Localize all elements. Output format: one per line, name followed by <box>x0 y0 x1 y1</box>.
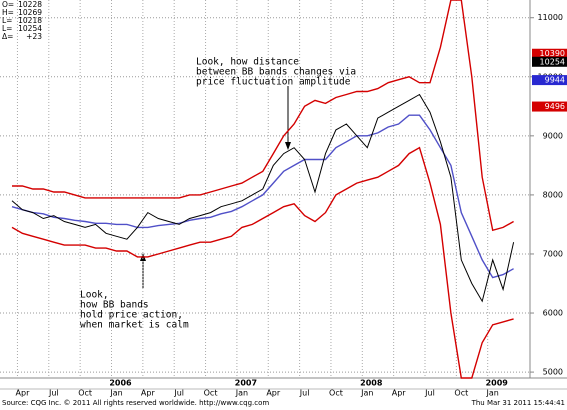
y-tick-label: 9000 <box>543 131 563 140</box>
x-tick-label: Oct <box>454 389 468 398</box>
annotation: hold price action, <box>80 310 183 321</box>
info-label: L= <box>2 24 12 33</box>
info-value: 10228 <box>18 0 42 9</box>
x-tick-label: Jul <box>173 389 184 398</box>
x-tick-label: Jul <box>48 389 59 398</box>
info-label: O= <box>2 0 14 9</box>
y-tick-label: 8000 <box>543 190 563 199</box>
x-tick-label: Jul <box>424 389 435 398</box>
info-value: 10269 <box>18 8 42 17</box>
source: Source: CQG Inc. © 2011 All rights reser… <box>2 399 269 407</box>
info-label: L= <box>2 16 12 25</box>
info-label: Δ= <box>2 32 13 41</box>
annotation: between BB bands changes via <box>196 67 356 78</box>
x-tick-label: Jan <box>486 389 499 398</box>
y-tick-label: 5000 <box>543 368 563 377</box>
year-label: 2009 <box>486 379 509 388</box>
x-tick-label: Apr <box>392 389 407 398</box>
annotation: price fluctuation amplitude <box>196 77 351 88</box>
y-tick-label: 7000 <box>543 249 563 258</box>
annotation: when market is calm <box>80 320 189 331</box>
info-value: 10254 <box>18 24 42 33</box>
last-value-box <box>532 56 567 67</box>
year-label: 2006 <box>109 379 132 388</box>
price-line <box>11 93 515 303</box>
annotation: Look, how distance <box>196 57 299 68</box>
info-value: +23 <box>26 32 42 41</box>
x-tick-label: Jan <box>109 389 122 398</box>
x-tick-label: Jan <box>235 389 248 398</box>
last-value-box <box>532 75 567 86</box>
info-label: H= <box>2 8 14 17</box>
last-value-label: 9496 <box>545 102 565 111</box>
arrow-head <box>285 142 291 150</box>
last-value-box <box>532 101 567 112</box>
y-tick-label: 11000 <box>538 13 563 22</box>
year-label: 2008 <box>360 379 383 388</box>
year-label: 2007 <box>235 379 257 388</box>
x-tick-label: Apr <box>266 389 281 398</box>
info-value: 10218 <box>18 16 42 25</box>
x-tick-label: Apr <box>16 389 31 398</box>
last-value-label: 10254 <box>540 57 565 66</box>
x-tick-label: Oct <box>329 389 343 398</box>
last-value-box <box>532 48 567 59</box>
timestamp: Thu Mar 31 2011 15:44:41 <box>471 399 565 407</box>
x-tick-label: Oct <box>78 389 92 398</box>
x-tick-label: Oct <box>204 389 218 398</box>
band-line <box>12 0 514 232</box>
annotation: how BB bands <box>80 300 149 311</box>
x-tick-label: Jul <box>299 389 310 398</box>
x-tick-label: Jan <box>360 389 373 398</box>
last-value-label: 9944 <box>545 76 565 85</box>
band-line <box>11 114 514 279</box>
band-line <box>11 146 514 379</box>
y-tick-label: 6000 <box>543 309 563 318</box>
annotation: Look, <box>80 290 109 301</box>
last-value-label: 10390 <box>540 49 565 58</box>
x-tick-label: Apr <box>141 389 156 398</box>
